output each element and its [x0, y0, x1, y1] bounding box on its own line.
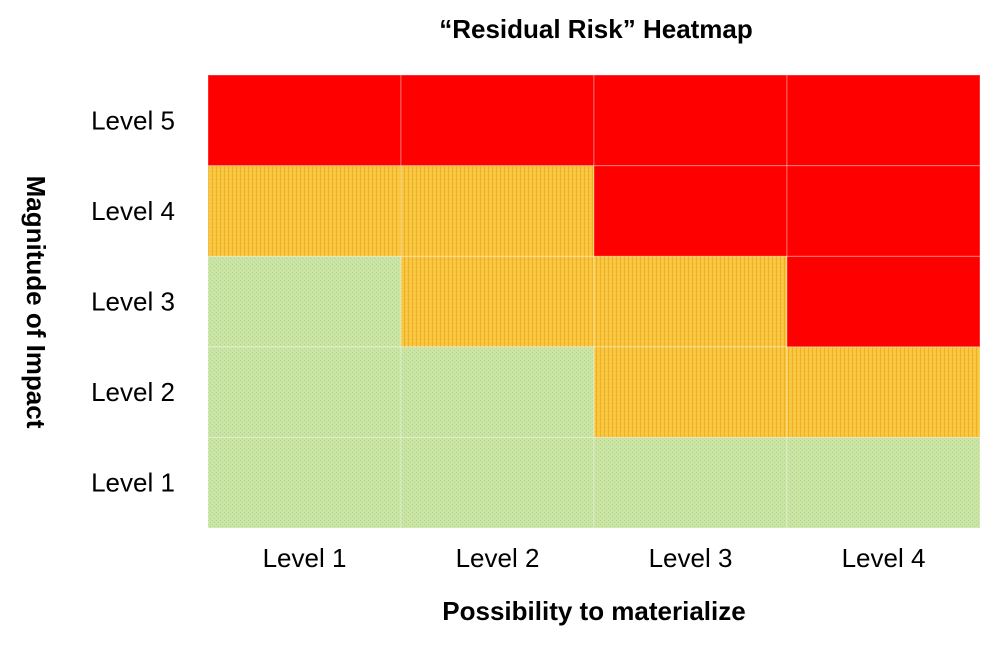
heatmap-cell-impact-2-possibility-2: [400, 346, 595, 438]
heatmap-cell-impact-3-possibility-3: [593, 255, 788, 348]
heatmap-cell-impact-2-possibility-4: [786, 346, 981, 438]
heatmap-cell-impact-3-possibility-1: [207, 255, 402, 348]
x-tick-label: Level 3: [649, 543, 733, 573]
heatmap-cell-impact-1-possibility-2: [400, 436, 595, 529]
heatmap-cell-impact-5-possibility-3: [593, 74, 788, 167]
x-tick-label: Level 4: [842, 543, 926, 573]
chart-title: “Residual Risk” Heatmap: [439, 14, 753, 44]
heatmap-cell-impact-4-possibility-3: [593, 165, 788, 257]
y-tick-labels: Level 1 Level 2 Level 3 Level 4 Level 5: [91, 105, 175, 497]
heatmap-cell-impact-1-possibility-3: [593, 436, 788, 529]
y-tick-label: Level 2: [91, 377, 175, 407]
x-tick-labels: Level 1 Level 2 Level 3 Level 4: [263, 543, 926, 573]
heatmap-cells: [207, 74, 981, 529]
heatmap-cell-impact-4-possibility-2: [400, 165, 595, 257]
heatmap-cell-impact-1-possibility-1: [207, 436, 402, 529]
y-axis-title: Magnitude of Impact: [21, 176, 51, 429]
y-tick-label: Level 1: [91, 468, 175, 498]
x-axis-title: Possibility to materialize: [442, 596, 745, 626]
x-tick-label: Level 2: [456, 543, 540, 573]
heatmap-cell-impact-5-possibility-2: [400, 74, 595, 167]
heatmap-cell-impact-5-possibility-4: [786, 74, 981, 167]
heatmap-cell-impact-3-possibility-4: [786, 255, 981, 348]
heatmap-cell-impact-2-possibility-3: [593, 346, 788, 438]
x-tick-label: Level 1: [263, 543, 347, 573]
y-tick-label: Level 5: [91, 105, 175, 135]
y-tick-label: Level 4: [91, 196, 175, 226]
heatmap-cell-impact-4-possibility-4: [786, 165, 981, 257]
heatmap-cell-impact-4-possibility-1: [207, 165, 402, 257]
heatmap-cell-impact-1-possibility-4: [786, 436, 981, 529]
heatmap-cell-impact-2-possibility-1: [207, 346, 402, 438]
y-tick-label: Level 3: [91, 287, 175, 317]
heatmap-cell-impact-3-possibility-2: [400, 255, 595, 348]
heatmap-cell-impact-5-possibility-1: [207, 74, 402, 167]
